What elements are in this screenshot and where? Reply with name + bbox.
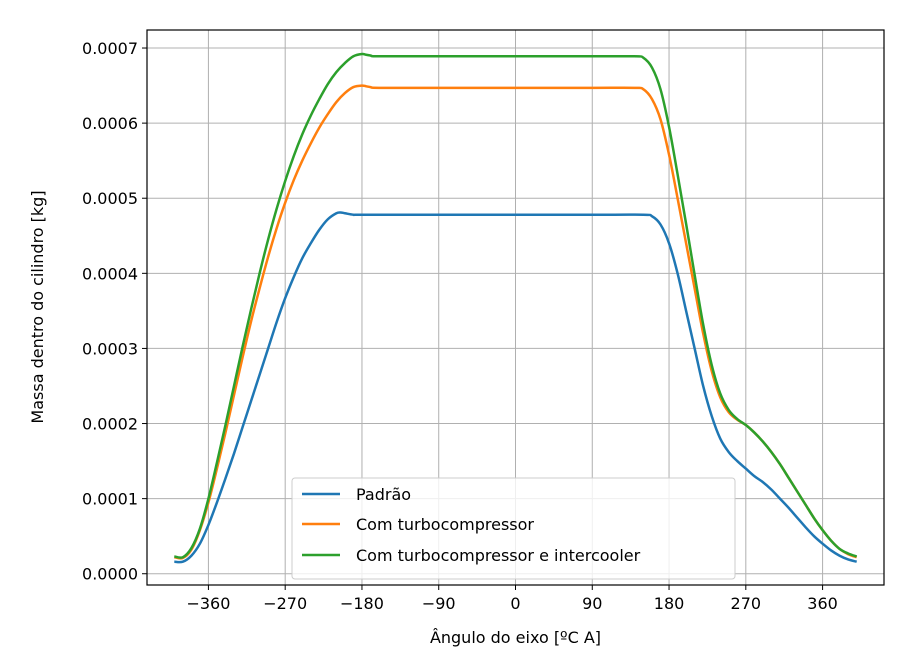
x-tick-label: 90 — [582, 594, 602, 613]
x-tick-label: 360 — [807, 594, 838, 613]
y-tick-label: 0.0007 — [82, 39, 138, 58]
series-line-turbo-intercooler — [174, 52, 858, 559]
axis-ticks: −360 −270 −180 −90 0 90 180 270 360 0.0000 0.0001 0… — [82, 39, 838, 613]
x-tick-label: −360 — [186, 594, 230, 613]
y-tick-label: 0.0001 — [82, 490, 138, 509]
x-tick-label: −90 — [422, 594, 456, 613]
x-tick-label: −180 — [340, 594, 384, 613]
y-tick-label: 0.0005 — [82, 189, 138, 208]
legend-label-turbo: Com turbocompressor — [356, 515, 534, 534]
x-tick-label: 180 — [654, 594, 685, 613]
series-line-padrao — [174, 211, 858, 564]
y-tick-label: 0.0000 — [82, 565, 138, 584]
legend-label-padrao: Padrão — [356, 485, 411, 504]
series-layer — [174, 52, 858, 564]
legend-box — [291, 477, 736, 580]
y-tick-label: 0.0006 — [82, 114, 138, 133]
y-tick-label: 0.0004 — [82, 264, 138, 283]
x-tick-label: 270 — [731, 594, 762, 613]
y-axis-label: Massa dentro do cilindro [kg] — [28, 190, 47, 423]
x-axis-label: Ângulo do eixo [ºC A] — [430, 628, 601, 647]
x-tick-label: 0 — [510, 594, 520, 613]
y-tick-label: 0.0002 — [82, 415, 138, 434]
x-tick-label: −270 — [263, 594, 307, 613]
legend-label-turbo-intercooler: Com turbocompressor e intercooler — [356, 546, 641, 565]
y-tick-label: 0.0003 — [82, 339, 138, 358]
legend: Padrão Com turbocompressor Com turbocomp… — [291, 477, 736, 580]
